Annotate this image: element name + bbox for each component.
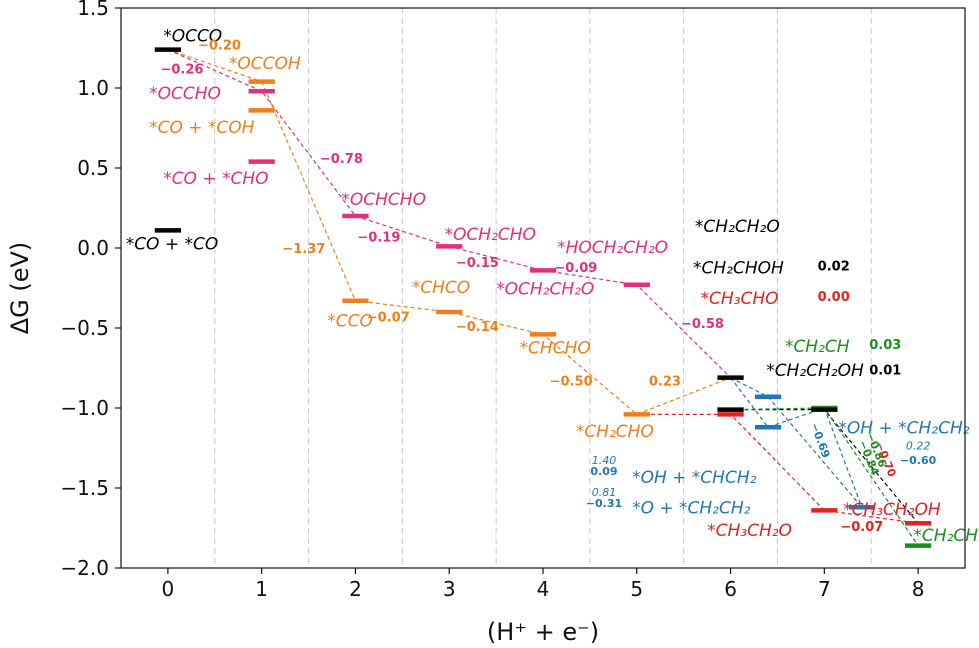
species-label: *OCCOH: [229, 54, 301, 74]
y-tick-label: 0.5: [77, 156, 109, 180]
x-tick-label: 4: [537, 577, 550, 601]
step-energy: −0.07: [840, 520, 883, 535]
step-energy: −0.69: [808, 421, 833, 460]
y-tick-label: −1.5: [60, 476, 109, 500]
species-label: *OH + *CHCH₂: [632, 468, 757, 488]
step-energy: 0.09: [590, 465, 617, 478]
species-labels: *OCCO *CO + *CO *OCCOH *OCCHO *CO + *COH *CO …: [126, 27, 979, 546]
reaction-path: [823, 407, 863, 508]
x-tick-label: 8: [912, 577, 925, 601]
species-label: *CCO: [327, 311, 373, 331]
species-label: *OH + *CH₂CH₂: [838, 419, 969, 439]
y-tick-label: 1.5: [77, 0, 109, 20]
species-label: *O + *CH₂CH₂: [632, 499, 751, 519]
energy-levels: [154, 47, 932, 548]
species-label: *CHCHO: [520, 339, 591, 359]
step-energies: −0.20 −0.26 −0.78 −1.37 −0.19 −0.07 −0.15 −0.14…: [160, 39, 936, 536]
y-tick-label: −0.5: [60, 316, 109, 340]
reaction-path: [261, 81, 731, 416]
step-energy: −0.26: [160, 63, 203, 78]
x-tick-label: 5: [630, 577, 643, 601]
reaction-path: [167, 49, 731, 379]
step-energy: −0.58: [681, 317, 724, 332]
step-energy: 0.22: [906, 440, 931, 453]
step-energy: 1.40: [592, 454, 617, 467]
species-label: *CH₃CHO: [701, 289, 779, 309]
species-label: *CO + *COH: [149, 118, 255, 138]
x-axis-label: (H⁺ + e⁻): [487, 618, 599, 646]
species-label: *CH₂CHOH: [693, 259, 784, 279]
step-energy: −0.50: [550, 375, 593, 390]
step-energy: −0.60: [900, 454, 937, 467]
grid-lines: [214, 8, 872, 568]
step-energy: 0.03: [869, 338, 901, 353]
x-tick-label: 1: [255, 577, 268, 601]
y-tick-label: 0.0: [77, 236, 109, 260]
step-energy: −0.19: [357, 231, 400, 246]
species-label: *CO + *CO: [126, 235, 219, 255]
step-energy: −0.15: [456, 256, 499, 271]
reaction-path: [636, 413, 919, 524]
step-energy: −0.31: [586, 497, 622, 510]
y-axis-label: ΔG (eV): [6, 242, 34, 335]
axes: 0 1 2 3 4 5 6 7 8 1.5 1.0 0.5 0.0 −0.5 −1.0 −1.5 −2.0: [60, 0, 924, 601]
step-energy: 0.23: [649, 375, 681, 390]
reaction-path: [730, 377, 825, 428]
species-label: *CH₃CH₂O: [707, 521, 792, 541]
step-energy: −0.14: [456, 320, 499, 335]
species-label: *CH₂CH₂O: [695, 217, 780, 237]
species-label: *OCHCHO: [341, 190, 426, 210]
x-tick-label: 2: [349, 577, 362, 601]
species-label: *OCCO: [163, 27, 222, 47]
step-energy: 0.81: [592, 486, 617, 499]
species-label: *CH₃CH₂OH: [843, 500, 941, 520]
step-energy: −0.09: [554, 261, 597, 276]
step-energy: −0.20: [198, 39, 241, 54]
species-label: *CH₂CH: [785, 337, 850, 357]
y-tick-label: −2.0: [60, 556, 109, 580]
species-label: *OCCHO: [149, 84, 221, 104]
species-label: *CH₂CH₂OH: [766, 361, 864, 381]
reaction-path: [167, 49, 262, 83]
x-tick-label: 3: [443, 577, 456, 601]
species-label: *CO + *CHO: [163, 169, 268, 189]
step-energy: −0.78: [320, 152, 363, 167]
species-label: *CHCO: [412, 278, 470, 298]
step-energy: 0.02: [818, 259, 850, 274]
x-tick-label: 0: [162, 577, 175, 601]
y-tick-label: −1.0: [60, 396, 109, 420]
x-tick-label: 6: [724, 577, 737, 601]
step-energy: −0.07: [367, 311, 410, 326]
y-tick-label: 1.0: [77, 76, 109, 100]
species-label: *CH₂CH₂: [913, 526, 979, 546]
step-energy: −1.37: [282, 242, 325, 257]
step-energy: 0.01: [869, 363, 901, 378]
species-label: *OCH₂CHO: [445, 225, 536, 245]
species-label: *CH₂CHO: [576, 422, 654, 442]
x-tick-label: 7: [818, 577, 831, 601]
step-energy: 0.00: [818, 290, 850, 305]
species-label: *OCH₂CH₂O: [496, 279, 594, 299]
species-label: *HOCH₂CH₂O: [557, 238, 668, 258]
